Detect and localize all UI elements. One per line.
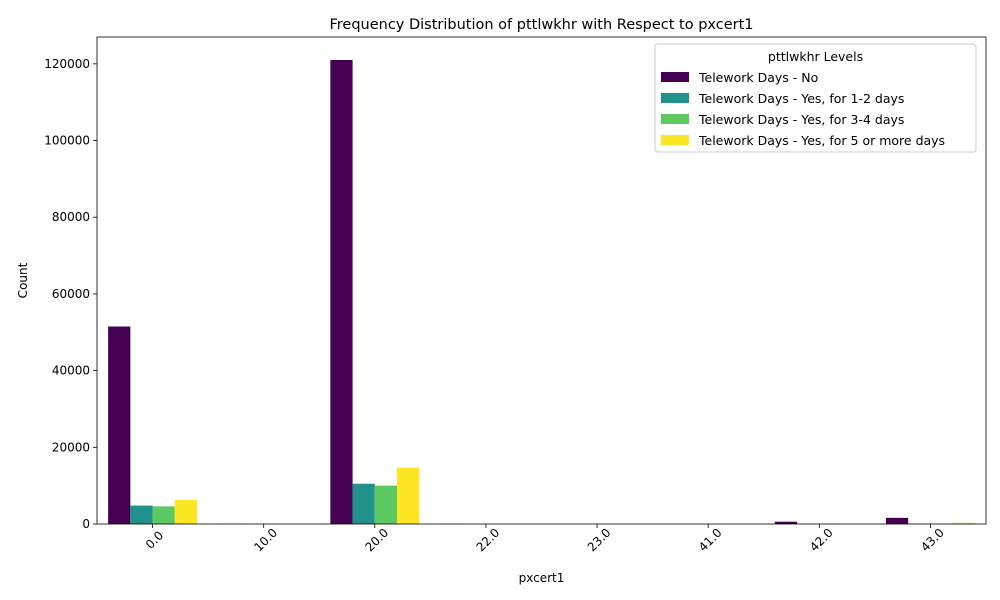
plot-area <box>96 36 987 525</box>
x-tick-label: 10.0 <box>251 526 280 555</box>
y-tick-label: 20000 <box>52 440 90 454</box>
legend-entry: Telework Days - Yes, for 5 or more days <box>698 133 945 148</box>
bar <box>397 467 420 524</box>
bar <box>330 60 353 524</box>
x-tick-label: 23.0 <box>585 526 614 555</box>
bar <box>108 326 131 524</box>
y-tick-label: 80000 <box>52 210 90 224</box>
bar <box>352 483 375 524</box>
bar <box>174 499 198 524</box>
chart-title: Frequency Distribution of pttlwkhr with … <box>329 17 753 33</box>
x-tick-label: 41.0 <box>696 526 725 555</box>
bar <box>952 522 975 524</box>
bar <box>885 517 909 524</box>
legend-entry: Telework Days - No <box>698 70 818 85</box>
x-tick-label: 0.0 <box>143 528 166 551</box>
legend-swatch <box>661 135 689 145</box>
legend-swatch <box>661 72 689 82</box>
bar <box>152 506 175 524</box>
legend-entry: Telework Days - Yes, for 3-4 days <box>698 112 904 127</box>
legend-swatch <box>661 114 689 124</box>
legend-title: pttlwkhr Levels <box>768 49 863 64</box>
y-tick-label: 60000 <box>52 287 90 301</box>
bar <box>130 505 153 524</box>
legend: pttlwkhr Levels Telework Days - No Telewo… <box>654 43 977 153</box>
x-tick-label: 43.0 <box>918 526 947 555</box>
y-tick-label: 0 <box>82 517 90 531</box>
y-tick-label: 40000 <box>52 364 90 378</box>
y-axis-label: Count <box>16 262 30 298</box>
x-tick-label: 20.0 <box>362 526 391 555</box>
bar <box>774 521 798 524</box>
x-axis: 0.0 10.0 20.0 22.0 23.0 41.0 42.0 43.0 <box>143 524 947 554</box>
bar <box>374 485 398 524</box>
y-tick-label: 100000 <box>44 134 90 148</box>
legend-box <box>654 43 977 153</box>
legend-swatch <box>661 93 689 103</box>
legend-entry: Telework Days - Yes, for 1-2 days <box>698 91 904 106</box>
x-tick-label: 42.0 <box>807 526 836 555</box>
x-tick-label: 22.0 <box>474 526 503 555</box>
y-tick-label: 120000 <box>44 57 90 71</box>
x-axis-label: pxcert1 <box>519 571 565 585</box>
y-axis: 0 20000 40000 60000 80000 100000 120000 <box>44 57 97 531</box>
axes-frame <box>96 36 987 525</box>
